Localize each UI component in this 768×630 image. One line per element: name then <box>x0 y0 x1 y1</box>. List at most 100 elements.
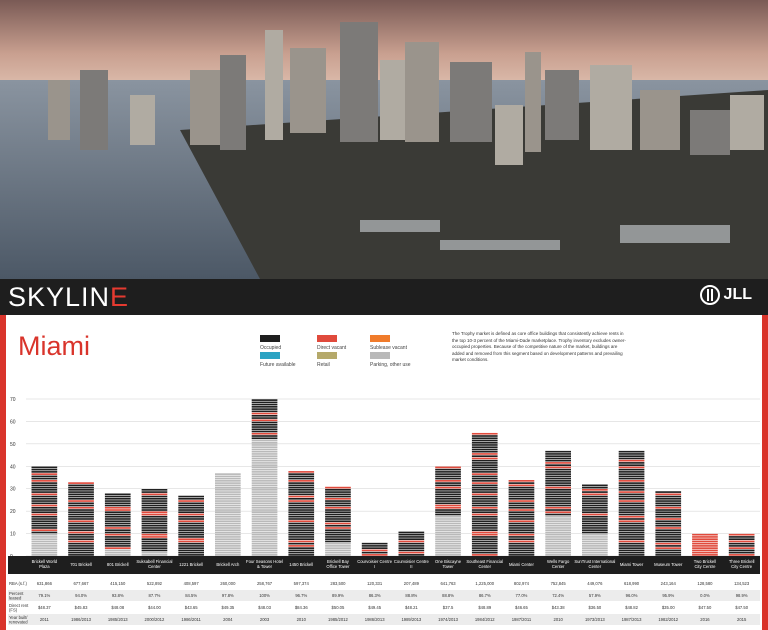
floor-segment <box>104 497 131 500</box>
floor-segment <box>435 504 461 507</box>
floor-segment <box>288 489 315 491</box>
floor-segment <box>508 504 535 507</box>
floor-segment <box>251 527 278 529</box>
floor-segment <box>618 504 645 507</box>
floor-segment <box>141 500 168 502</box>
floor-segment <box>325 495 351 498</box>
floor-segment <box>31 513 58 516</box>
floor-segment <box>325 491 351 493</box>
table-cell: 449,076 <box>587 581 603 586</box>
floor-segment <box>288 540 315 543</box>
floor-segment <box>104 515 131 518</box>
table-row <box>8 590 760 601</box>
floor-segment <box>471 518 498 520</box>
floor-segment <box>104 504 131 507</box>
floor-segment <box>178 495 204 498</box>
floor-segment <box>435 482 461 484</box>
floor-segment <box>471 493 498 496</box>
floor-segment <box>545 515 571 518</box>
floor-segment <box>31 466 58 469</box>
floor-segment <box>251 437 278 440</box>
floor-segment <box>618 495 645 498</box>
floor-segment <box>398 531 425 534</box>
floor-segment <box>435 506 461 509</box>
building-bar <box>435 466 461 556</box>
building-bar <box>655 491 682 556</box>
floor-segment <box>618 486 645 489</box>
table-cell: 1986/2011 <box>181 617 201 622</box>
floor-segment <box>215 482 241 484</box>
table-cell: $35.00 <box>662 605 675 610</box>
floor-segment <box>582 545 608 547</box>
floor-segment <box>655 518 682 520</box>
floor-segment <box>215 491 241 493</box>
partner-logo: JLL <box>699 285 752 305</box>
floor-segment <box>104 506 131 509</box>
row-header: Year built/renovated <box>9 615 28 625</box>
floor-segment <box>471 502 498 505</box>
floor-segment <box>618 551 645 554</box>
floor-segment <box>618 509 645 511</box>
floor-segment <box>471 462 498 464</box>
floor-segment <box>545 482 571 484</box>
floor-segment <box>141 531 168 534</box>
floor-segment <box>545 531 571 534</box>
floor-segment <box>215 473 241 475</box>
floor-segment <box>398 547 425 549</box>
floor-segment <box>68 513 94 516</box>
floor-segment <box>31 529 58 532</box>
floor-segment <box>471 459 498 462</box>
floor-segment <box>471 533 498 536</box>
floor-segment <box>435 471 461 473</box>
floor-segment <box>31 484 58 487</box>
floor-segment <box>582 547 608 549</box>
floor-segment <box>251 408 278 410</box>
floor-segment <box>251 426 278 428</box>
floor-segment <box>68 547 94 549</box>
floor-segment <box>545 551 571 554</box>
floor-segment <box>582 497 608 500</box>
floor-segment <box>545 504 571 507</box>
floor-segment <box>618 545 645 547</box>
skyline-tower <box>48 80 70 140</box>
floor-segment <box>68 520 94 523</box>
floor-segment <box>31 475 58 478</box>
floor-segment <box>692 545 718 547</box>
floor-segment <box>251 545 278 547</box>
floor-segment <box>288 527 315 529</box>
floor-segment <box>508 549 535 552</box>
floor-segment <box>215 549 241 552</box>
floor-segment <box>508 511 535 514</box>
floor-segment <box>728 554 755 556</box>
floor-segment <box>31 509 58 511</box>
legend-label: Sublease vacant <box>370 345 407 351</box>
floor-segment <box>618 491 645 493</box>
floor-segment <box>251 515 278 518</box>
floor-segment <box>582 531 608 534</box>
floor-segment <box>655 533 682 536</box>
x-axis-labels: Brickell World Plaza 701 Brickell 801 Brick… <box>32 559 755 569</box>
floor-segment <box>545 473 571 475</box>
floor-segment <box>692 540 718 543</box>
floor-segment <box>68 500 94 502</box>
floor-segment <box>435 477 461 480</box>
floor-segment <box>178 515 204 518</box>
floor-segment <box>545 477 571 480</box>
floor-segment <box>582 486 608 489</box>
floor-segment <box>508 547 535 549</box>
floor-segment <box>325 536 351 538</box>
floor-segment <box>618 500 645 502</box>
floor-segment <box>215 540 241 543</box>
floor-segment <box>141 495 168 498</box>
floor-segment <box>31 506 58 509</box>
table-cell: 2010 <box>553 617 563 622</box>
floor-segment <box>508 545 535 547</box>
floor-segment <box>582 491 608 493</box>
floor-segment <box>251 453 278 455</box>
skyline-tower <box>265 30 283 140</box>
floor-segment <box>104 522 131 525</box>
floor-segment <box>325 527 351 529</box>
floor-segment <box>288 477 315 480</box>
floor-segment <box>68 493 94 496</box>
floor-segment <box>582 533 608 536</box>
